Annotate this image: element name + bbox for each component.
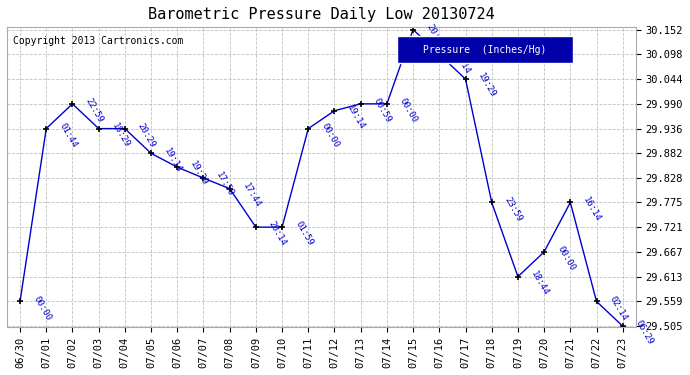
Text: 00:59: 00:59 [372, 96, 393, 124]
Text: 00:00: 00:00 [555, 244, 576, 272]
Text: 16:14: 16:14 [582, 195, 602, 223]
Text: 19:14: 19:14 [162, 146, 184, 174]
Text: 01:44: 01:44 [57, 121, 79, 149]
Text: 20:29: 20:29 [136, 121, 157, 149]
Text: 17:59: 17:59 [215, 171, 236, 199]
Text: 18:29: 18:29 [110, 121, 131, 149]
Text: 00:00: 00:00 [319, 121, 341, 149]
Text: 19:29: 19:29 [188, 160, 210, 188]
Text: 23:59: 23:59 [503, 195, 524, 223]
Text: 19:14: 19:14 [346, 104, 367, 131]
Text: 18:44: 18:44 [529, 269, 550, 297]
Text: 20:14: 20:14 [267, 220, 288, 248]
Text: 00:00: 00:00 [31, 294, 52, 322]
Text: 00:00: 00:00 [398, 96, 420, 124]
Text: 22:59: 22:59 [83, 96, 105, 124]
Text: 19:29: 19:29 [477, 72, 498, 100]
Text: 01:59: 01:59 [293, 220, 315, 248]
Text: 20:44: 20:44 [424, 22, 446, 50]
Text: 06:29: 06:29 [634, 319, 655, 346]
Text: 17:44: 17:44 [241, 182, 262, 209]
Text: Copyright 2013 Cartronics.com: Copyright 2013 Cartronics.com [13, 36, 184, 46]
Text: 02:14: 02:14 [608, 294, 629, 322]
Title: Barometric Pressure Daily Low 20130724: Barometric Pressure Daily Low 20130724 [148, 7, 495, 22]
Text: 20:14: 20:14 [451, 47, 472, 75]
